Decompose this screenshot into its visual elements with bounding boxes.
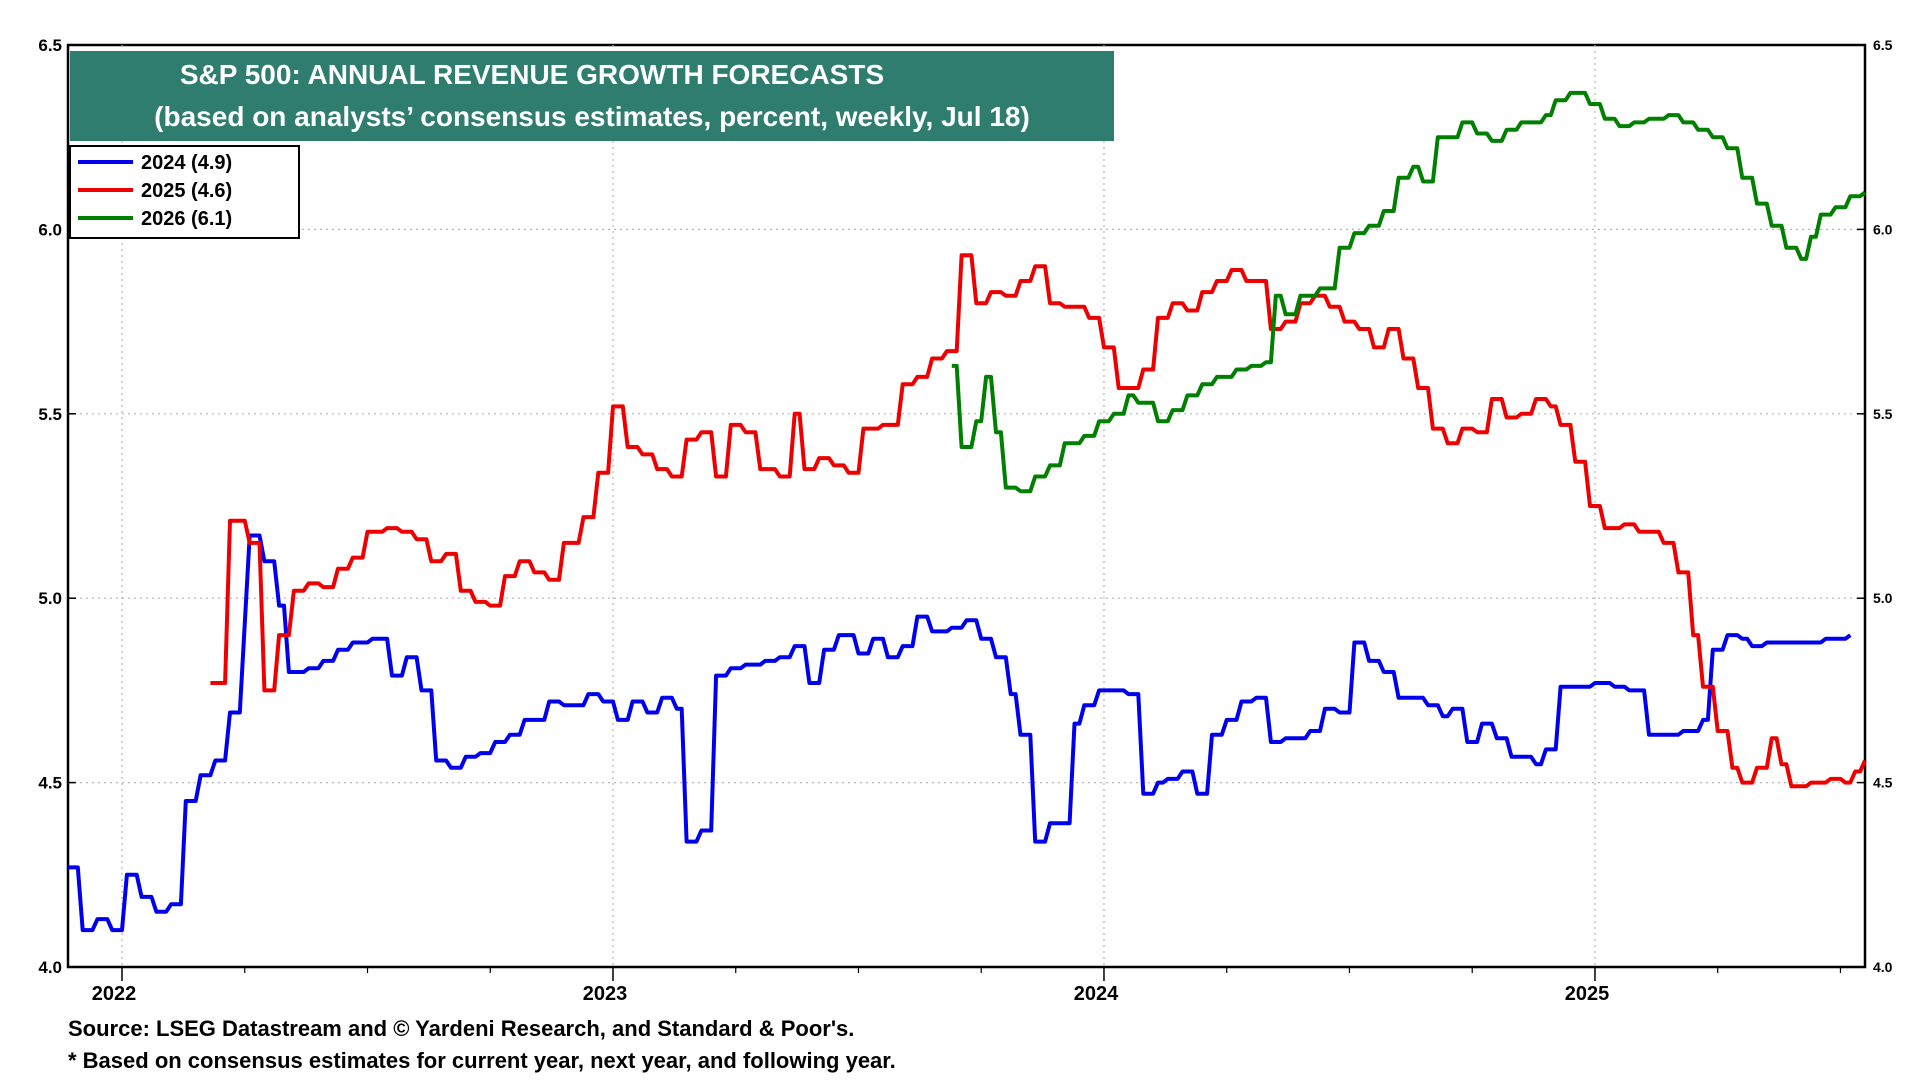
- y-tick-label-right: 4.5: [1873, 775, 1893, 791]
- series-line-2: [951, 90, 1867, 494]
- axes: 4.0 4.5 5.0 5.5 6.0 6.5 4.0 4.5 5.0 5.5 6.0 6.5 2022…: [38, 36, 1892, 1005]
- chart-subtitle: (based on analysts’ consensus estimates,…: [154, 101, 1030, 132]
- legend-label-2: 2026 (6.1): [141, 208, 232, 230]
- x-tick-label: 2023: [583, 983, 628, 1005]
- x-tick-label: 2024: [1074, 983, 1119, 1005]
- y-tick-label-right: 6.0: [1873, 221, 1893, 237]
- plot-area: [66, 43, 1867, 969]
- series-lines: [68, 90, 1867, 933]
- y-tick-label-right: 4.0: [1873, 959, 1893, 975]
- title-box: [70, 51, 1114, 141]
- gridlines: [68, 45, 1865, 967]
- x-tick-label: 2022: [92, 983, 137, 1005]
- series-line-0: [68, 533, 1852, 933]
- chart-title: S&P 500: ANNUAL REVENUE GROWTH FORECASTS: [180, 59, 884, 90]
- legend-label-0: 2024 (4.9): [141, 152, 232, 174]
- y-tick-label-left: 4.5: [38, 774, 62, 793]
- y-tick-label-left: 4.0: [38, 958, 62, 977]
- legend: 2024 (4.9) 2025 (4.6) 2026 (6.1): [69, 145, 300, 239]
- series-line-1: [210, 253, 1867, 789]
- y-tick-label-left: 5.0: [38, 589, 62, 608]
- y-tick-label-left: 6.5: [38, 36, 62, 55]
- x-tick-label: 2025: [1565, 983, 1610, 1005]
- y-tick-label-right: 6.5: [1873, 37, 1893, 53]
- legend-label-1: 2025 (4.6): [141, 180, 232, 202]
- source-note: Source: LSEG Datastream and © Yardeni Re…: [68, 1016, 854, 1041]
- footnote: * Based on consensus estimates for curre…: [68, 1048, 896, 1073]
- y-tick-label-left: 5.5: [38, 405, 62, 424]
- y-tick-label-left: 6.0: [38, 220, 62, 239]
- y-tick-label-right: 5.5: [1873, 406, 1893, 422]
- y-tick-label-right: 5.0: [1873, 590, 1893, 606]
